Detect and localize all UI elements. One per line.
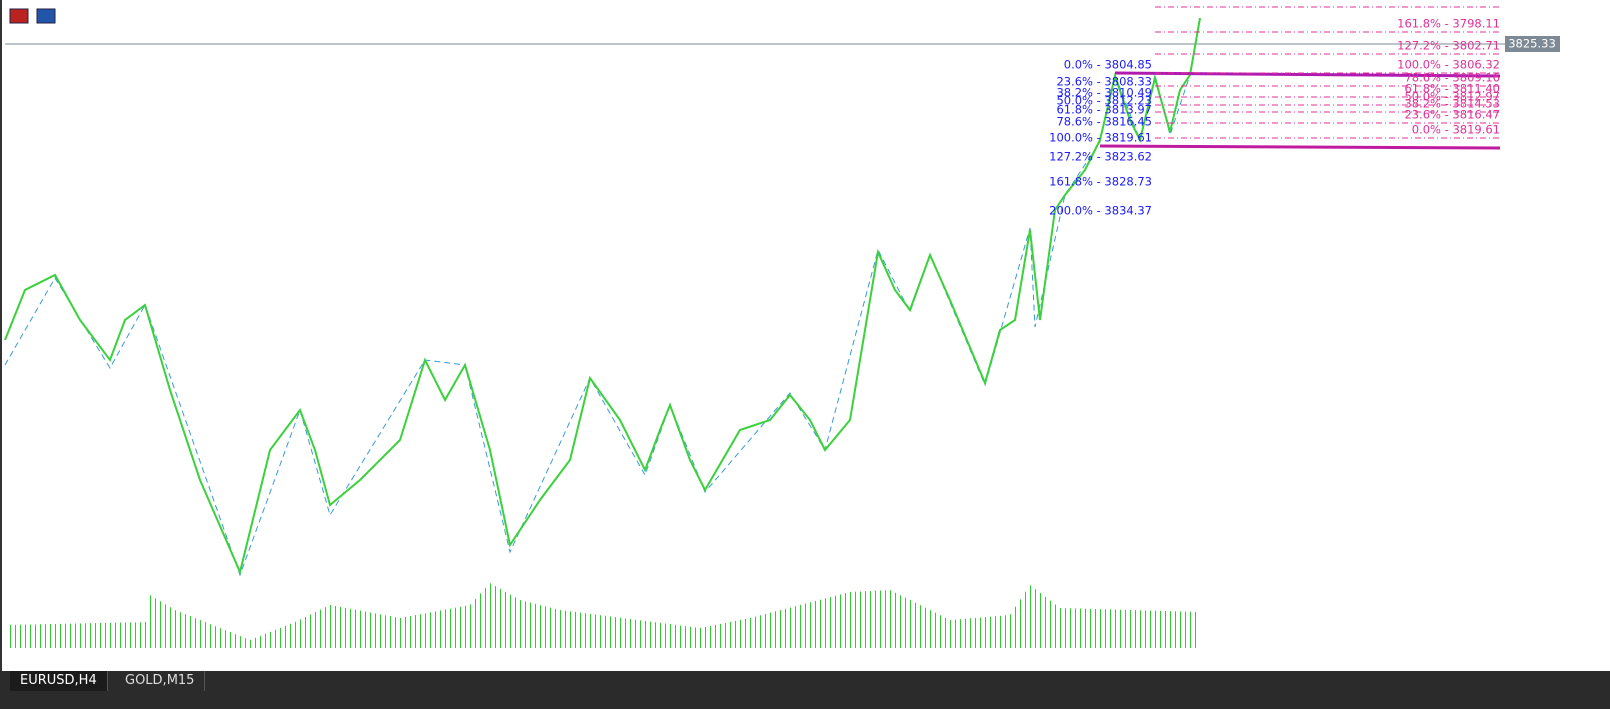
chart-tab[interactable]: EURUSD,H4	[10, 671, 108, 691]
fibo-level-label: 38.2% - 3810.49	[1056, 86, 1152, 100]
price-label-box	[1505, 36, 1560, 52]
fibo-level-label: 38.2% - 3814.53	[1404, 97, 1500, 111]
fibo-level-label: 127.2% - 3823.62	[1049, 150, 1152, 164]
fibo-level-label: 200.0% - 3834.37	[1049, 204, 1152, 218]
fibo-level-label: 50.0% - 3812.23	[1056, 94, 1152, 108]
fibo-level-label: 50.0% - 3812.97	[1404, 90, 1500, 104]
fibo-level-label: 161.8% - 3798.11	[1397, 17, 1500, 31]
fibo-level-label: 23.6% - 3816.47	[1404, 108, 1500, 122]
fibo-level-label: 78.6% - 3816.45	[1056, 115, 1152, 129]
left-border	[0, 0, 2, 671]
fibo-level-label: 61.8% - 3811.40	[1404, 82, 1500, 96]
fibo-anchor-line	[1114, 71, 1501, 78]
tab-bar: EURUSD,H4 GOLD,M15	[0, 671, 1610, 709]
volume-bars	[8, 583, 1200, 648]
fibo-level-label: 0.0% - 3804.85	[1064, 58, 1152, 72]
fibo-level-label: 127.2% - 3802.71	[1397, 39, 1500, 53]
fibo-level-label: 100.0% - 3806.32	[1397, 58, 1500, 72]
fibo-anchor-line	[1099, 144, 1501, 150]
price-label: 3825.33	[1508, 37, 1556, 51]
chart-tab[interactable]: GOLD,M15	[115, 671, 206, 691]
toolbar-icon[interactable]	[9, 8, 29, 24]
price-candles	[4, 17, 1201, 576]
fibo-level-label: 100.0% - 3819.61	[1049, 131, 1152, 145]
zigzag	[4, 17, 1201, 577]
fibo-level-label: 23.6% - 3808.33	[1056, 75, 1152, 89]
fibo-level-label: 161.8% - 3828.73	[1049, 175, 1152, 189]
fibo-level-label: 78.6% - 3809.16	[1404, 71, 1500, 85]
toolbar-icon[interactable]	[36, 8, 56, 24]
fibo-level-label: 0.0% - 3819.61	[1412, 123, 1500, 137]
fibo-level-label: 61.8% - 3813.97	[1056, 103, 1152, 117]
